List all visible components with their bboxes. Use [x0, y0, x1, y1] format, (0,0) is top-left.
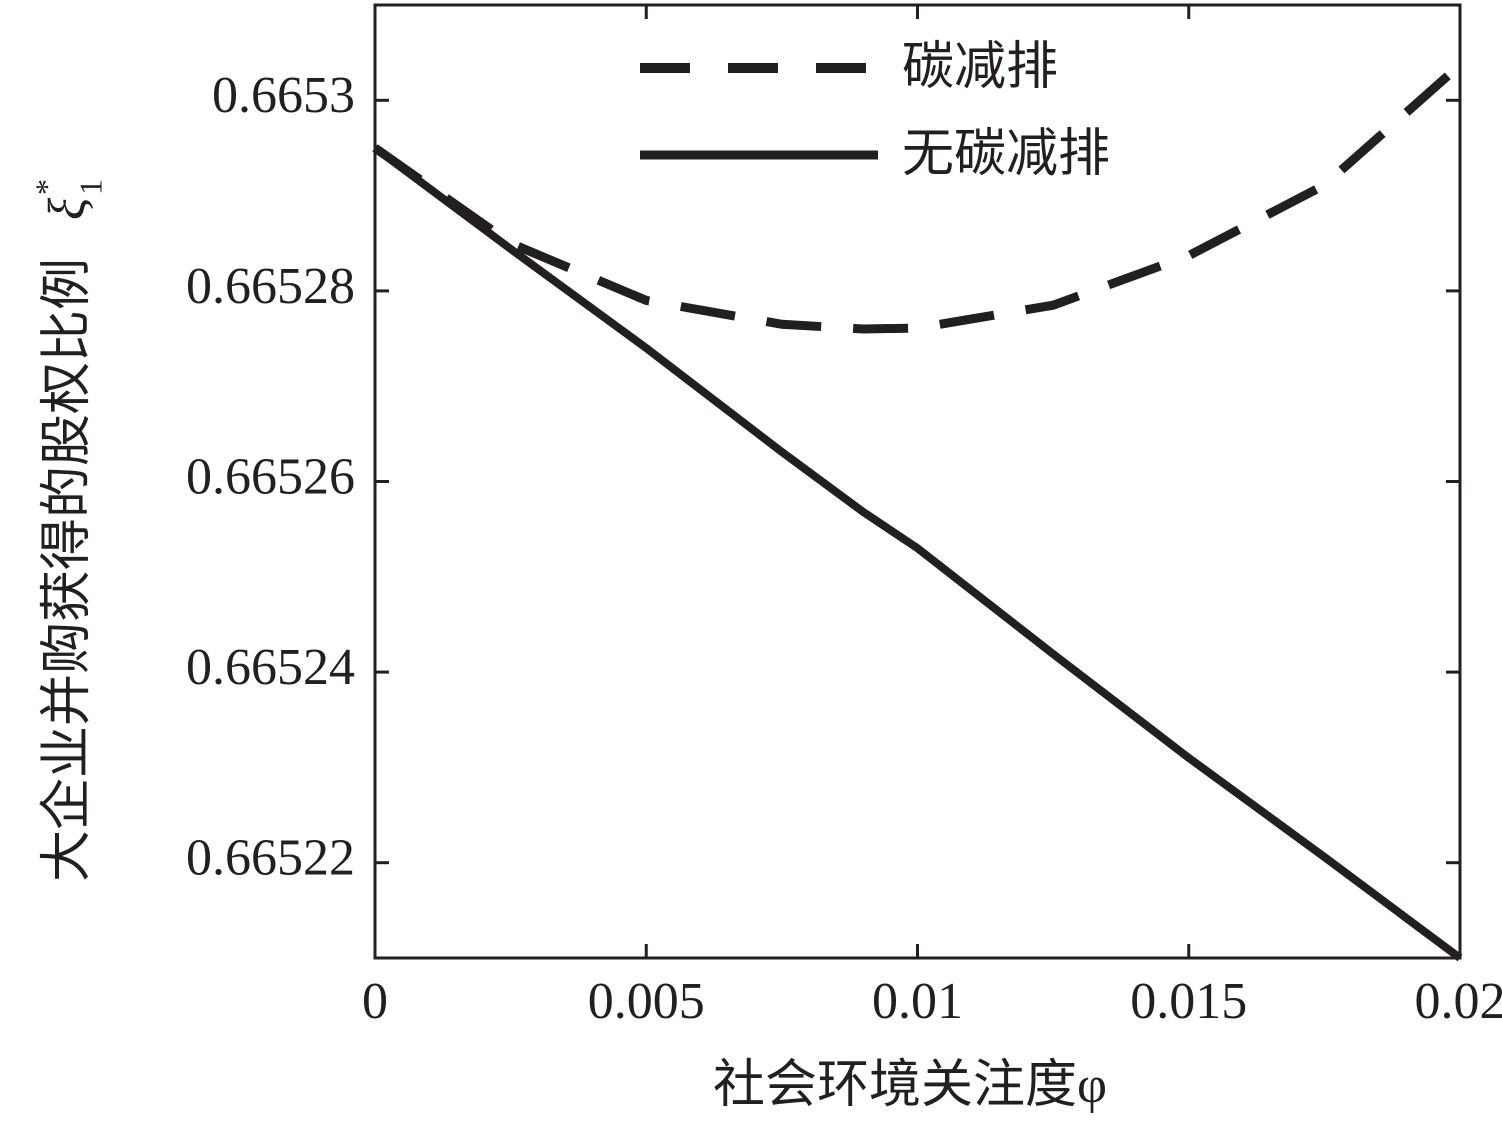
series-line [372, 61, 1463, 334]
y-tick-label: 0.66528 [186, 258, 355, 315]
x-tick-label: 0.01 [872, 973, 963, 1030]
x-tick-label: 0 [362, 973, 388, 1030]
x-tick-label: 0.005 [588, 973, 705, 1030]
x-tick-label: 0.02 [1415, 973, 1502, 1030]
y-tick-label: 0.66524 [186, 639, 355, 696]
y-tick-label: 0.66526 [186, 448, 355, 505]
legend-label: 无碳减排 [902, 126, 1110, 183]
y-tick-label: 0.66522 [186, 830, 355, 887]
y-axis-label-group: 大企业并购获得的股权比例 ξ * 1 [28, 179, 108, 882]
series-line [372, 144, 1463, 962]
legend-label: 碳减排 [902, 39, 1058, 96]
x-tick-label: 0.015 [1130, 973, 1247, 1030]
y-tick-label: 0.6653 [212, 67, 355, 124]
x-axis-label: 社会环境关注度φ [713, 1057, 1107, 1114]
y-axis-subscript: 1 [72, 179, 108, 195]
y-axis-label: 大企业并购获得的股权比例 [39, 258, 96, 882]
y-axis-superscript: * [28, 179, 64, 195]
y-axis-symbol: ξ [39, 197, 96, 220]
